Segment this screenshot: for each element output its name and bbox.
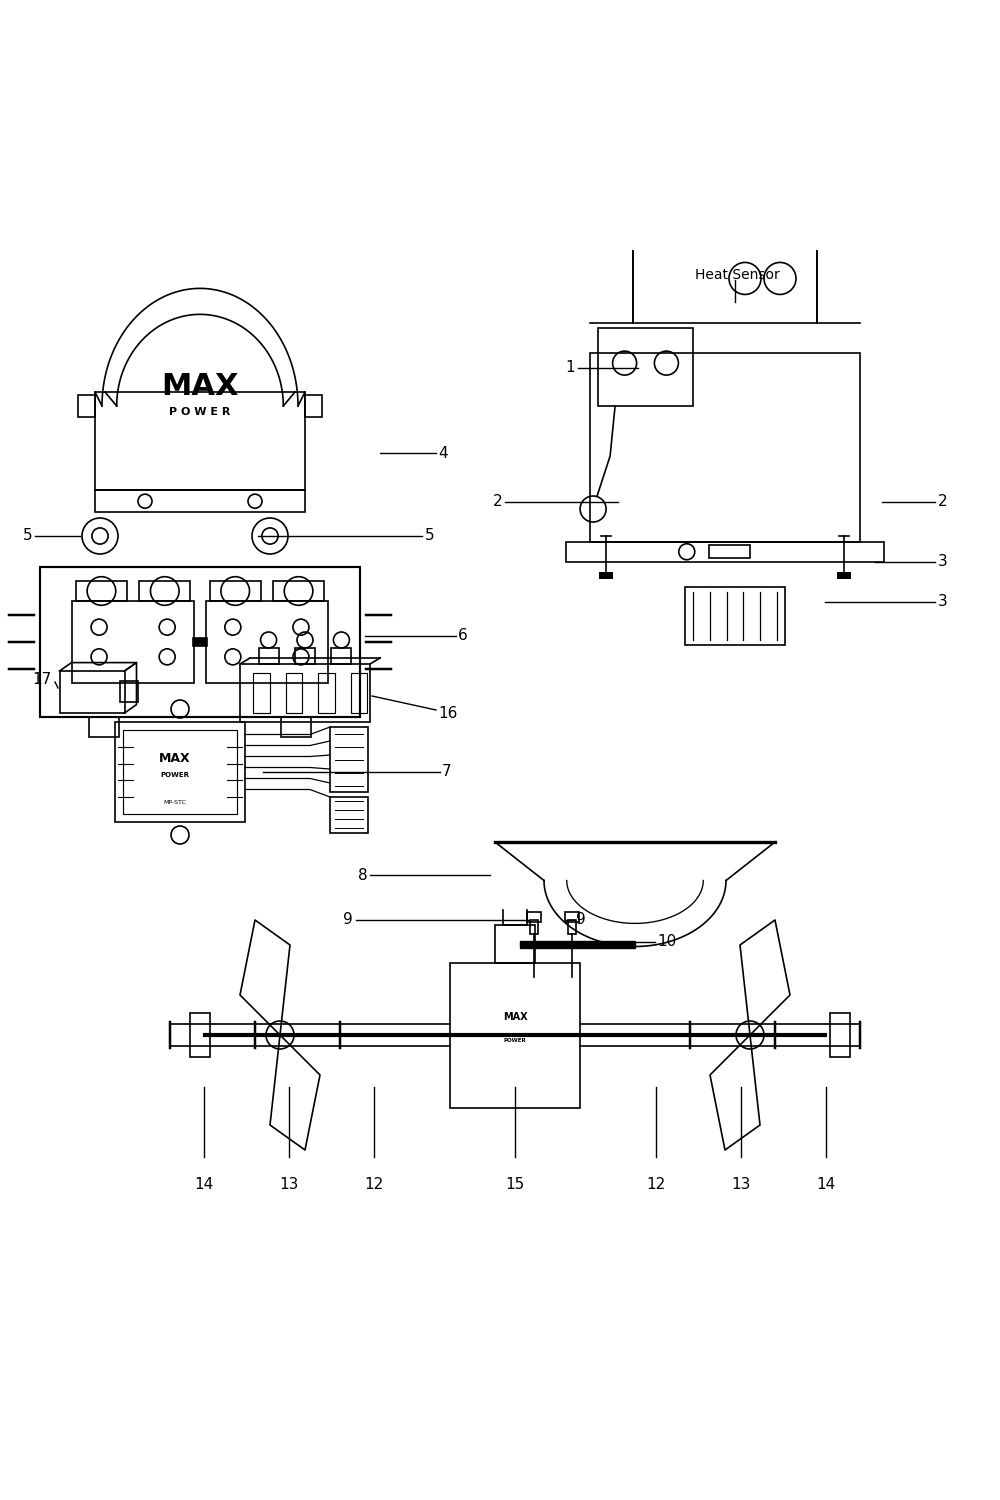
Bar (450, 963, 580, 1107)
Text: 2: 2 (492, 495, 502, 510)
Text: 14: 14 (194, 1178, 214, 1192)
Bar (95, 392, 305, 490)
Bar (709, 546, 750, 558)
Bar (95, 490, 305, 513)
Text: MAX: MAX (159, 753, 191, 765)
Bar (60, 670, 124, 712)
Bar (495, 924, 535, 963)
Bar (78, 394, 95, 417)
Text: 15: 15 (505, 1178, 525, 1192)
Bar (527, 912, 541, 922)
Bar (253, 672, 270, 714)
Bar (765, 220, 805, 242)
Text: 17: 17 (33, 672, 52, 687)
Text: 6: 6 (458, 628, 468, 644)
Bar (286, 672, 302, 714)
Text: 14: 14 (816, 1178, 836, 1192)
Bar (72, 600, 194, 684)
Text: MP-STC: MP-STC (164, 800, 186, 804)
Text: 9: 9 (576, 912, 586, 927)
Text: MAX: MAX (161, 372, 239, 400)
Bar (590, 352, 860, 542)
Text: P O W E R: P O W E R (169, 406, 231, 417)
Text: MAX: MAX (503, 1013, 527, 1022)
Bar (566, 542, 884, 561)
Text: 2: 2 (938, 495, 948, 510)
Bar (318, 672, 335, 714)
Text: 12: 12 (364, 1178, 384, 1192)
Bar (599, 572, 613, 579)
Bar (76, 582, 127, 600)
Bar (281, 717, 311, 736)
Bar (139, 582, 190, 600)
Text: POWER: POWER (504, 1038, 526, 1042)
Bar (210, 582, 261, 600)
Bar (89, 717, 119, 736)
Text: 1: 1 (565, 360, 575, 375)
Bar (206, 600, 328, 684)
Bar (330, 796, 368, 832)
Bar (305, 394, 322, 417)
Circle shape (736, 1022, 764, 1048)
Bar (115, 722, 245, 822)
Text: 3: 3 (938, 555, 948, 570)
Bar (331, 648, 351, 664)
Bar (240, 664, 370, 722)
Text: 7: 7 (442, 765, 452, 780)
Bar (565, 912, 579, 922)
Bar (351, 672, 367, 714)
Text: 3: 3 (938, 594, 948, 609)
Bar (123, 730, 237, 815)
Bar (633, 242, 817, 322)
Bar (330, 728, 368, 792)
Text: 13: 13 (279, 1178, 299, 1192)
Bar (40, 567, 360, 717)
Bar (685, 586, 785, 645)
Bar (568, 920, 576, 934)
Text: 16: 16 (438, 705, 457, 720)
Text: 5: 5 (22, 528, 32, 543)
Text: 9: 9 (343, 912, 353, 927)
Bar (598, 328, 693, 406)
Bar (190, 1013, 210, 1058)
Bar (530, 920, 538, 934)
Text: 13: 13 (731, 1178, 751, 1192)
Text: POWER: POWER (160, 772, 190, 778)
Bar (837, 572, 851, 579)
Bar (259, 648, 279, 664)
Text: 4: 4 (438, 446, 448, 460)
Text: 5: 5 (425, 528, 435, 543)
Text: 8: 8 (358, 867, 368, 882)
Bar (295, 648, 315, 664)
Bar (520, 940, 635, 948)
Text: Heat Sensor: Heat Sensor (695, 268, 780, 282)
Bar (830, 1013, 850, 1058)
Circle shape (266, 1022, 294, 1048)
Bar (193, 639, 207, 645)
Text: 12: 12 (646, 1178, 666, 1192)
Bar (273, 582, 324, 600)
Bar (120, 681, 138, 702)
Text: 10: 10 (657, 934, 676, 950)
